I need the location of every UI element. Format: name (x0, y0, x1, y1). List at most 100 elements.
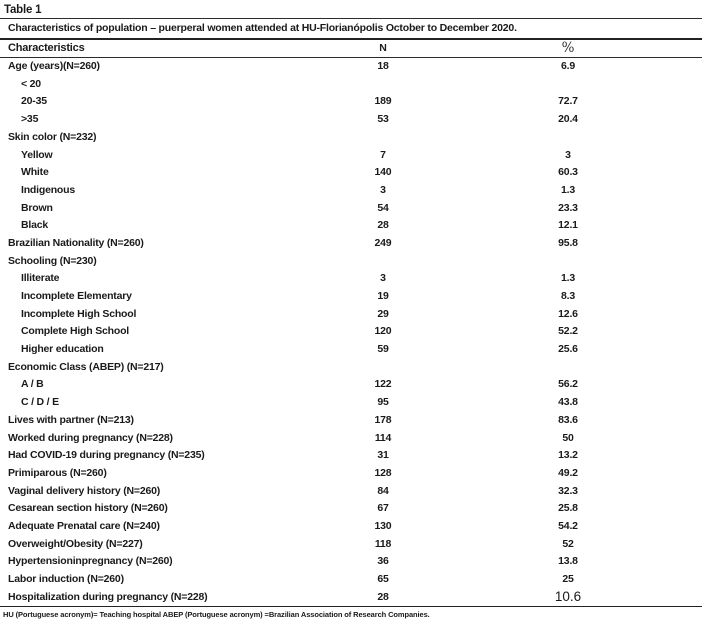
spacer-cell (670, 93, 702, 111)
row-n-value: 28 (377, 590, 389, 603)
column-header-characteristics: Characteristics (0, 39, 300, 58)
row-label: Higher education (21, 343, 104, 356)
spacer-cell (670, 429, 702, 447)
table-row: Brazilian Nationality (N=260) 249 95.8 (0, 234, 702, 252)
row-n-value: 28 (377, 219, 389, 232)
row-n-value: 3 (380, 272, 386, 285)
table-header: Characteristics N % (0, 39, 702, 58)
row-label: Worked during pregnancy (N=228) (8, 431, 173, 444)
row-percent-value: 56.2 (558, 378, 578, 391)
row-percent-value: 25 (562, 573, 574, 586)
table-row: Hypertensioninpregnancy (N=260) 36 13.8 (0, 553, 702, 571)
spacer-cell (670, 447, 702, 465)
spacer-cell (670, 341, 702, 359)
spacer-cell (670, 535, 702, 553)
row-n-value: 31 (377, 449, 389, 462)
row-n-value: 3 (380, 183, 386, 196)
row-percent-value (466, 252, 670, 270)
row-percent-value: 1.3 (561, 272, 575, 285)
spacer-cell (670, 287, 702, 305)
row-percent-value: 23.3 (558, 201, 578, 214)
row-percent-value (466, 128, 670, 146)
spacer-cell (670, 217, 702, 235)
row-percent-value: 43.8 (558, 396, 578, 409)
table-row: Vaginal delivery history (N=260) 84 32.3 (0, 482, 702, 500)
row-label: Yellow (21, 148, 53, 161)
row-n-value: 118 (374, 537, 392, 550)
row-percent-value: 32.3 (558, 484, 578, 497)
row-percent-value: 49.2 (558, 466, 578, 479)
row-n-value: 36 (377, 555, 389, 568)
spacer-cell (670, 181, 702, 199)
row-percent-value: 72.7 (558, 95, 578, 108)
row-percent-value: 12.6 (558, 307, 578, 320)
row-n-value: 67 (377, 502, 389, 515)
spacer-cell (670, 500, 702, 518)
row-percent-value: 13.8 (558, 555, 578, 568)
row-label: Complete High School (21, 325, 130, 338)
spacer-cell (670, 553, 702, 571)
row-label: Illiterate (21, 272, 60, 285)
table-row: C / D / E 95 43.8 (0, 394, 702, 412)
spacer-cell (670, 588, 702, 606)
row-label: Hospitalization during pregnancy (N=228) (8, 590, 208, 603)
table-body: Age (years)(N=260) 18 6.9 < 20 20-35 189… (0, 57, 702, 606)
table-row: Cesarean section history (N=260) 67 25.8 (0, 500, 702, 518)
row-percent-value: 52.2 (558, 325, 578, 338)
table-footnote: HU (Portuguese acronym)= Teaching hospit… (3, 609, 430, 619)
table-row: Lives with partner (N=213) 178 83.6 (0, 411, 702, 429)
row-n-value: 53 (377, 113, 389, 126)
row-label: < 20 (21, 77, 41, 90)
row-percent-value: 54.2 (558, 519, 578, 532)
row-percent-value: 60.3 (558, 166, 578, 179)
row-label: White (21, 166, 49, 179)
table-row: < 20 (0, 75, 702, 93)
spacer-cell (670, 111, 702, 129)
column-header-n: N (300, 39, 466, 58)
row-n-value (300, 128, 466, 146)
row-percent-value: 83.6 (558, 413, 578, 426)
row-percent-value: 3 (565, 148, 571, 161)
row-label: Skin color (N=232) (8, 130, 97, 143)
row-label: Had COVID-19 during pregnancy (N=235) (8, 449, 205, 462)
row-label: 20-35 (21, 95, 47, 108)
spacer-cell (670, 146, 702, 164)
row-n-value: 7 (380, 148, 386, 161)
row-n-value: 189 (374, 95, 392, 108)
characteristics-table: Characteristics N % Age (years)(N=260) 1… (0, 38, 702, 607)
row-label: C / D / E (21, 396, 59, 409)
table-row: >35 53 20.4 (0, 111, 702, 129)
row-n-value (300, 252, 466, 270)
spacer-cell (670, 570, 702, 588)
row-percent-value (466, 358, 670, 376)
row-percent-value (466, 75, 670, 93)
row-n-value: 84 (377, 484, 389, 497)
row-n-value: 114 (374, 431, 392, 444)
table-row: Brown 54 23.3 (0, 199, 702, 217)
table-row: Complete High School 120 52.2 (0, 323, 702, 341)
row-n-value: 122 (374, 378, 392, 391)
spacer-cell (670, 376, 702, 394)
row-n-value: 140 (374, 166, 392, 179)
row-n-value (300, 358, 466, 376)
spacer-cell (670, 164, 702, 182)
table-row: Economic Class (ABEP) (N=217) (0, 358, 702, 376)
spacer-cell (670, 270, 702, 288)
table-row: Schooling (N=230) (0, 252, 702, 270)
spacer-cell (670, 305, 702, 323)
spacer-cell (670, 323, 702, 341)
row-n-value: 29 (377, 307, 389, 320)
spacer-cell (670, 75, 702, 93)
row-label: Economic Class (ABEP) (N=217) (8, 360, 164, 373)
row-n-value: 249 (374, 236, 392, 249)
row-label: Primiparous (N=260) (8, 466, 107, 479)
row-label: Brazilian Nationality (N=260) (8, 236, 144, 249)
row-percent-value: 52 (562, 537, 574, 550)
row-label: Vaginal delivery history (N=260) (8, 484, 161, 497)
row-label: Adequate Prenatal care (N=240) (8, 519, 160, 532)
spacer-cell (670, 252, 702, 270)
table-row: 20-35 189 72.7 (0, 93, 702, 111)
spacer-cell (670, 394, 702, 412)
row-percent-value: 8.3 (561, 290, 575, 303)
